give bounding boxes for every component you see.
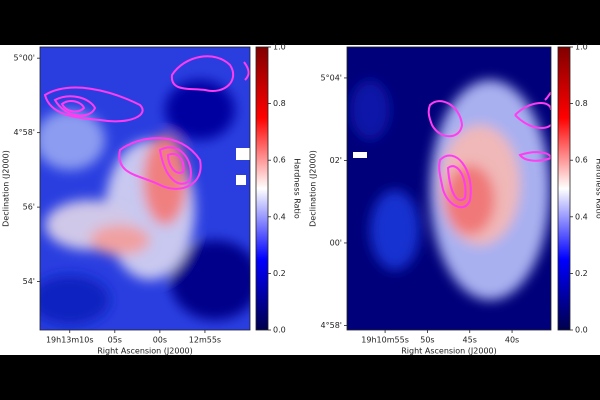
heatmap-image: [40, 47, 250, 330]
x-tick-label: 19h13m10s: [46, 336, 94, 345]
x-tick-label: 00s: [153, 336, 167, 345]
y-tick-label: 4°58': [321, 321, 342, 330]
x-tick-label: 05s: [108, 336, 122, 345]
y-tick-label: 4°58': [14, 128, 35, 137]
colorbar: [557, 46, 571, 331]
y-tick-label: 54': [23, 277, 35, 286]
colorbar-tick-label: 0.6: [575, 156, 588, 165]
x-axis-label: Right Ascension (J2000): [97, 347, 193, 356]
y-tick-label: 02': [330, 156, 342, 165]
y-axis-label: Declination (J2000): [309, 150, 318, 227]
y-tick-label: 00': [330, 238, 342, 247]
colorbar-tick-label: 0.4: [575, 212, 588, 221]
colorbar-tick-label: 0.4: [273, 212, 286, 221]
x-axis-label: Right Ascension (J2000): [401, 347, 497, 356]
colorbar-label: Hardness Ratio: [293, 158, 302, 219]
colorbar-tick-label: 0.8: [273, 99, 286, 108]
colorbar-tick-label: 0.8: [575, 99, 588, 108]
colorbar-tick-label: 0.2: [575, 269, 588, 278]
colorbar-label: Hardness Ratio: [595, 158, 600, 219]
x-tick-label: 50s: [420, 336, 434, 345]
x-tick-label: 40s: [505, 336, 519, 345]
y-tick-label: 5°00': [14, 54, 35, 63]
colorbar-tick-label: 1.0: [575, 43, 588, 52]
x-tick-label: 45s: [463, 336, 477, 345]
y-tick-label: 5°04': [321, 73, 342, 82]
x-tick-label: 19h10m55s: [361, 336, 409, 345]
colorbar-tick-label: 1.0: [273, 43, 286, 52]
colorbar-tick-label: 0.6: [273, 156, 286, 165]
colorbar: [255, 46, 269, 331]
plot-frame: [346, 46, 552, 331]
colorbar-tick-label: 0.2: [273, 269, 286, 278]
colorbar-tick-label: 0.0: [575, 326, 588, 335]
y-axis-label: Declination (J2000): [2, 150, 11, 227]
heatmap-image: [347, 47, 551, 330]
y-tick-label: 56': [23, 203, 35, 212]
plot-frame: [39, 46, 251, 331]
x-tick-label: 12m55s: [189, 336, 221, 345]
colorbar-tick-label: 0.0: [273, 326, 286, 335]
